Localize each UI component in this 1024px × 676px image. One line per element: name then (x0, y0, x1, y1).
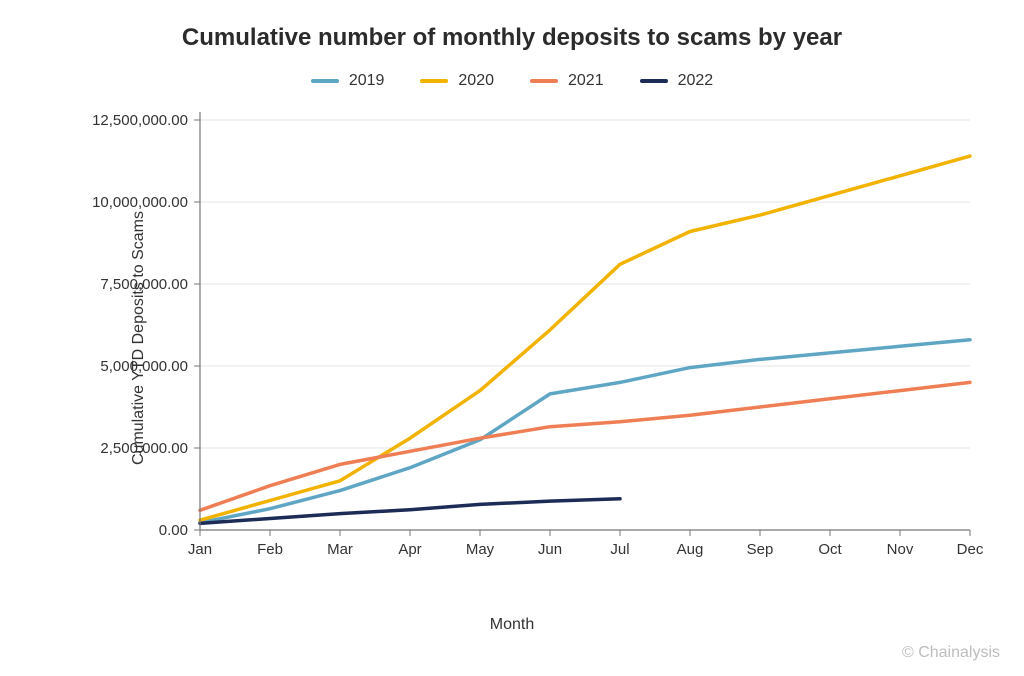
y-tick-label: 12,500,000.00 (92, 112, 188, 129)
copyright-label: © Chainalysis (902, 644, 1000, 662)
data-lines (200, 156, 970, 523)
y-tick-label: 10,000,000.00 (92, 194, 188, 211)
x-tick-label: Jun (538, 541, 562, 558)
x-tick-label: May (466, 541, 495, 558)
x-tick-label: Mar (327, 541, 353, 558)
y-tick-label: 0.00 (159, 522, 188, 539)
x-tick-label: Jul (610, 541, 629, 558)
series-line-2021 (200, 382, 970, 510)
x-tick-label: Apr (398, 541, 421, 558)
y-tick-label: 7,500,000.00 (100, 276, 188, 293)
x-tick-label: Nov (887, 541, 914, 558)
x-tick-label: Jan (188, 541, 212, 558)
y-tick-label: 2,500,000.00 (100, 440, 188, 457)
x-tick-labels: Jan Feb Mar Apr May Jun Jul Aug Sep Oct Nov Dec (188, 541, 984, 558)
y-tick-label: 5,000,000.00 (100, 358, 188, 375)
series-line-2019 (200, 340, 970, 523)
x-tick-label: Sep (747, 541, 774, 558)
x-tick-label: Feb (257, 541, 283, 558)
series-line-2020 (200, 156, 970, 520)
y-tick-labels: 0.00 2,500,000.00 5,000,000.00 7,500,000.00… (92, 112, 188, 539)
x-tick-label: Dec (957, 541, 984, 558)
gridlines (200, 120, 970, 530)
x-tick-label: Oct (818, 541, 842, 558)
chart-container: Cumulative number of monthly deposits to… (0, 0, 1024, 676)
x-tick-label: Aug (677, 541, 704, 558)
chart-svg: 0.00 2,500,000.00 5,000,000.00 7,500,000.00… (0, 0, 1024, 676)
